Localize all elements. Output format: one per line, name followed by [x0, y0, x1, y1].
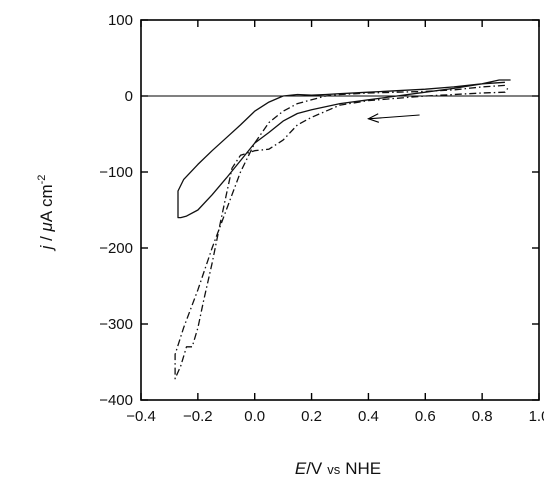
x-axis-ticks: −0.4 −0.2 0.0 0.2 0.4 0.6 0.8 1.0 [126, 20, 544, 425]
y-tick-label: −300 [99, 316, 133, 333]
x-tick-label: 0.0 [244, 408, 265, 425]
x-axis-title: E/V vs NHE [295, 459, 381, 478]
series-group [174, 79, 511, 380]
x-tick-label: −0.2 [183, 408, 213, 425]
x-tick-label: 1.0 [529, 408, 544, 425]
y-tick-label: −100 [99, 164, 133, 181]
series-line-solid [177, 79, 511, 219]
y-tick-label: 0 [125, 88, 133, 105]
y-tick-label: −400 [99, 392, 133, 409]
x-tick-label: −0.4 [126, 408, 156, 425]
plot-frame [140, 19, 540, 401]
scan-arrow-shaft [368, 114, 420, 120]
x-tick-label: 0.6 [415, 408, 436, 425]
x-tick-label: 0.2 [301, 408, 322, 425]
y-tick-label: 100 [108, 12, 133, 29]
scan-direction-arrow [367, 113, 420, 123]
y-tick-label: −200 [99, 240, 133, 257]
series-line-dashdot [174, 84, 509, 380]
x-tick-label: 0.4 [358, 408, 379, 425]
scan-arrow-head [367, 113, 380, 123]
x-tick-label: 0.8 [472, 408, 493, 425]
y-axis-ticks: −400 −300 −200 −100 0 100 [99, 12, 539, 409]
y-axis-title: j / μA cm-2 [36, 175, 56, 252]
